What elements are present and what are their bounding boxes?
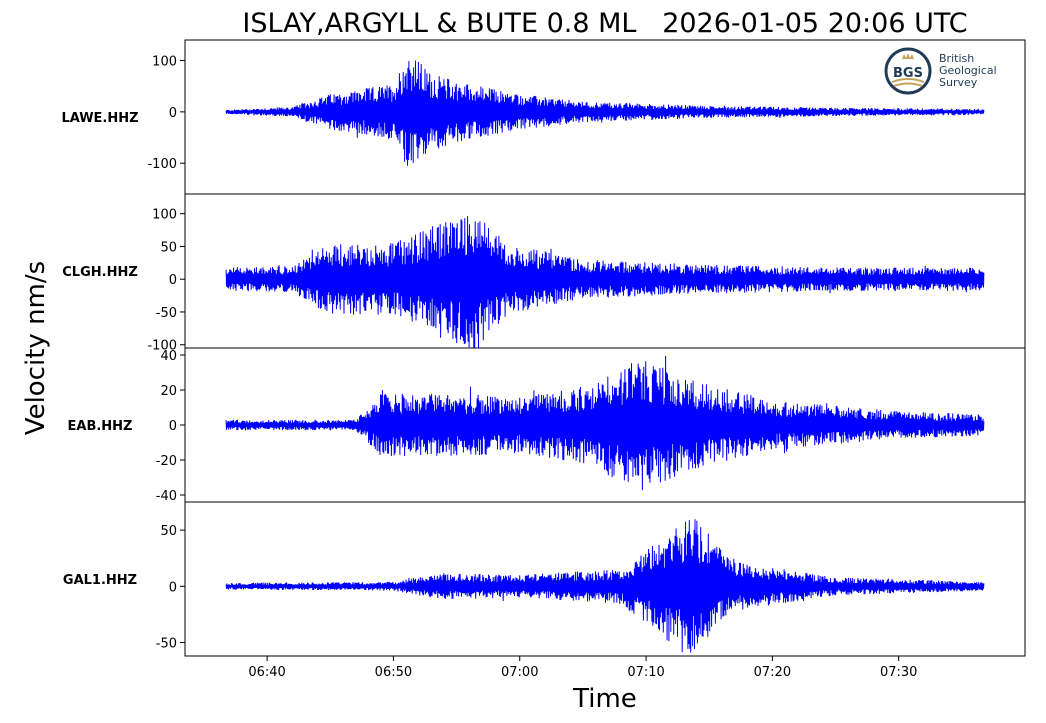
logo-ring-icon	[884, 47, 932, 95]
y-tick-label: 0	[169, 106, 177, 121]
y-tick-label: 40	[160, 349, 177, 364]
y-tick-label: -20	[156, 454, 177, 469]
x-tick-label: 07:10	[627, 665, 664, 680]
logo-initials: BGS	[893, 66, 923, 81]
chart-title: ISLAY,ARGYLL & BUTE 0.8 ML 2026-01-05 20…	[242, 8, 967, 39]
waveform-trace	[225, 355, 985, 491]
y-tick-label: 50	[160, 524, 177, 539]
x-tick-label: 06:50	[375, 665, 412, 680]
logo-crown-icon	[902, 53, 914, 59]
logo-strata-icon	[891, 78, 925, 83]
x-tick-label: 07:30	[880, 665, 917, 680]
station-label: GAL1.HHZ	[63, 573, 137, 588]
x-tick-label: 07:20	[754, 665, 791, 680]
station-label: EAB.HHZ	[68, 419, 133, 434]
waveform-trace	[225, 519, 985, 653]
y-tick-label: -100	[147, 339, 177, 354]
y-tick-label: -100	[147, 157, 177, 172]
y-tick-label: -50	[156, 306, 177, 321]
logo-line-2: Geological	[939, 64, 997, 77]
logo-line-3: Survey	[939, 76, 978, 89]
y-tick-label: -50	[156, 637, 177, 652]
x-axis: 06:40 06:50 07:00 07:10 07:20 07:30	[248, 656, 917, 680]
y-axis-label: Velocity nm/s	[21, 261, 51, 435]
y-tick-label: 0	[169, 580, 177, 595]
station-label: LAWE.HHZ	[61, 111, 138, 126]
x-axis-label: Time	[572, 684, 637, 714]
y-tick-label: 50	[160, 240, 177, 255]
y-tick-label: 0	[169, 273, 177, 288]
panel-frame	[184, 501, 1026, 657]
y-tick-label: 100	[152, 55, 177, 70]
logo-line-1: British	[939, 52, 974, 65]
bgs-logo: BGS British Geological Survey	[884, 47, 997, 95]
station-label: CLGH.HHZ	[62, 265, 138, 280]
waveform-trace	[225, 60, 985, 166]
y-tick-label: 100	[152, 208, 177, 223]
y-tick-label: 20	[160, 384, 177, 399]
panels-group: LAWE.HHZ 100 0 -100 CLGH.HHZ 100 50 0 -50 -100 EAB…	[61, 39, 1026, 657]
logo-strata-icon-2	[893, 82, 923, 87]
x-tick-label: 07:00	[501, 665, 538, 680]
x-tick-label: 06:40	[248, 665, 285, 680]
waveform-trace	[225, 216, 985, 349]
y-tick-label: -40	[156, 489, 177, 504]
y-tick-label: 0	[169, 419, 177, 434]
